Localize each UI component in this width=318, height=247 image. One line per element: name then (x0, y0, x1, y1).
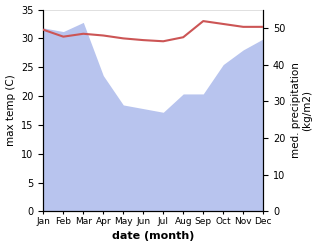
Y-axis label: med. precipitation
(kg/m2): med. precipitation (kg/m2) (291, 62, 313, 158)
X-axis label: date (month): date (month) (112, 231, 194, 242)
Y-axis label: max temp (C): max temp (C) (5, 75, 16, 146)
